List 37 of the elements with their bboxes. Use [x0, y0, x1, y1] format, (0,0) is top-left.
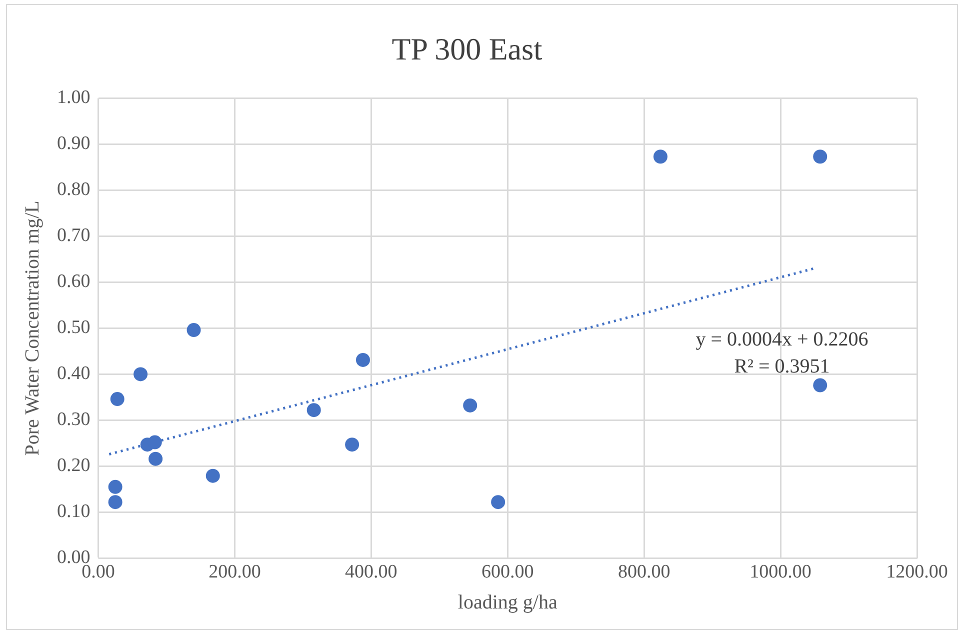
y-tick-label: 0.70: [57, 225, 90, 246]
point: [108, 495, 122, 510]
point: [653, 150, 668, 164]
point: [306, 403, 321, 418]
y-tick-label: 0.30: [57, 409, 90, 430]
x-tick-label: 600.00: [482, 562, 534, 583]
y-tick-label: 0.50: [57, 317, 90, 338]
x-tick-label: 1000.00: [750, 562, 812, 583]
point: [110, 392, 124, 406]
point: [813, 150, 828, 164]
annotation: y = 0.0004x + 0.2206: [696, 328, 868, 350]
point: [356, 352, 370, 367]
point: [463, 398, 478, 412]
point: [108, 480, 122, 494]
x-tick-label: 400.00: [345, 562, 398, 583]
y-tick-label: 0.40: [57, 363, 90, 384]
x-tick-label: 200.00: [208, 562, 261, 583]
y-tick-label: 0.80: [57, 179, 90, 200]
point: [134, 367, 148, 382]
y-tick-label: 0.90: [57, 133, 90, 154]
x-tick-label: 800.00: [618, 562, 670, 583]
point: [186, 323, 201, 338]
point: [491, 495, 506, 510]
point: [345, 438, 360, 452]
y-tick-label: 0.20: [57, 455, 90, 476]
y-tick-label: 0.10: [57, 501, 90, 522]
chart-title: TP 300 East: [392, 32, 543, 67]
x-axis-title: loading g/ha: [458, 591, 558, 614]
point: [148, 435, 162, 450]
point: [813, 378, 828, 392]
y-tick-label: 1.00: [57, 87, 90, 108]
x-tick-label: 1200.00: [886, 562, 948, 583]
point: [148, 452, 163, 466]
y-axis-title: Pore Water Concentration mg/L: [21, 200, 44, 456]
annotation: R² = 0.3951: [734, 355, 830, 378]
point: [206, 468, 220, 483]
y-tick-label: 0.60: [57, 271, 90, 292]
